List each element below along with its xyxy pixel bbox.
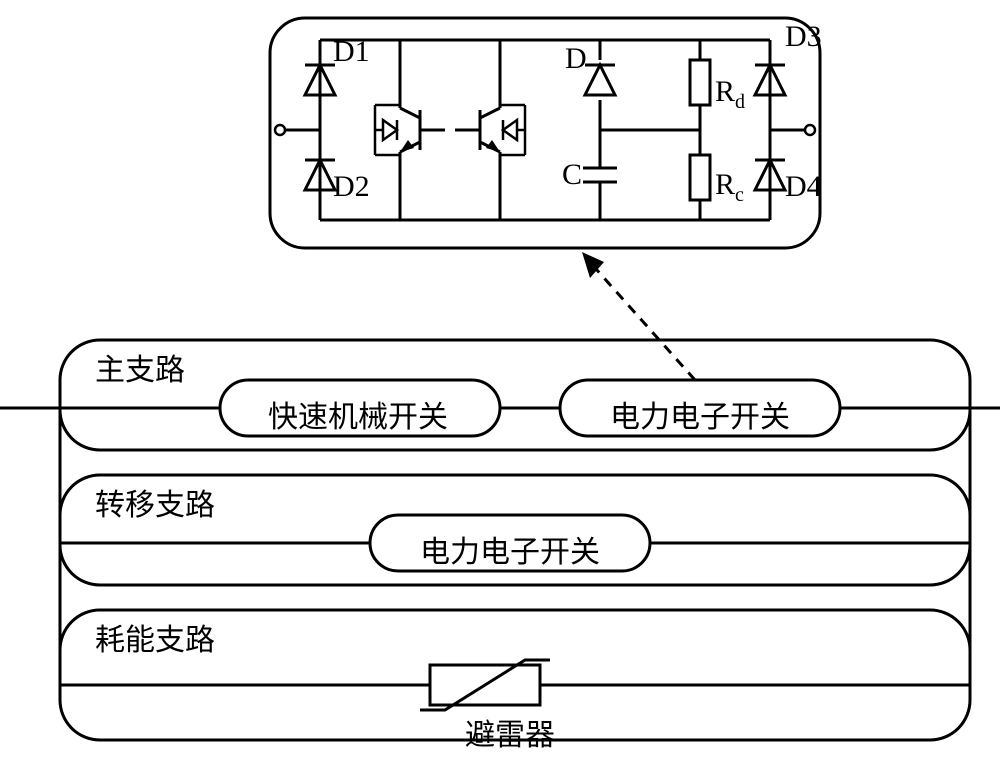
capacitor-c xyxy=(583,155,617,195)
main-branch-title: 主支路 xyxy=(95,345,185,389)
label-d4: D4 xyxy=(785,170,822,204)
igbt-1 xyxy=(375,100,445,160)
diode-d xyxy=(585,60,615,100)
resistor-rc xyxy=(690,155,710,200)
main-branch xyxy=(60,340,970,450)
resistor-rd xyxy=(690,60,710,105)
transfer-branch-title: 转移支路 xyxy=(95,480,215,524)
energy-branch-title: 耗能支路 xyxy=(95,615,215,659)
arrester-label: 避雷器 xyxy=(465,710,555,754)
label-c: C xyxy=(562,158,582,192)
label-rc: Rc xyxy=(715,168,744,207)
label-d2: D2 xyxy=(333,170,370,204)
label-d: D xyxy=(565,42,587,76)
mech-switch-label: 快速机械开关 xyxy=(268,392,448,436)
label-d3: D3 xyxy=(785,20,822,54)
callout-arrow xyxy=(582,252,695,380)
igbt-2 xyxy=(455,100,525,160)
pe-switch-label: 电力电子开关 xyxy=(610,392,790,436)
arrester-symbol xyxy=(420,660,550,710)
transfer-pe-label: 电力电子开关 xyxy=(420,527,600,571)
label-d1: D1 xyxy=(333,35,370,69)
label-rd: Rd xyxy=(715,75,745,114)
